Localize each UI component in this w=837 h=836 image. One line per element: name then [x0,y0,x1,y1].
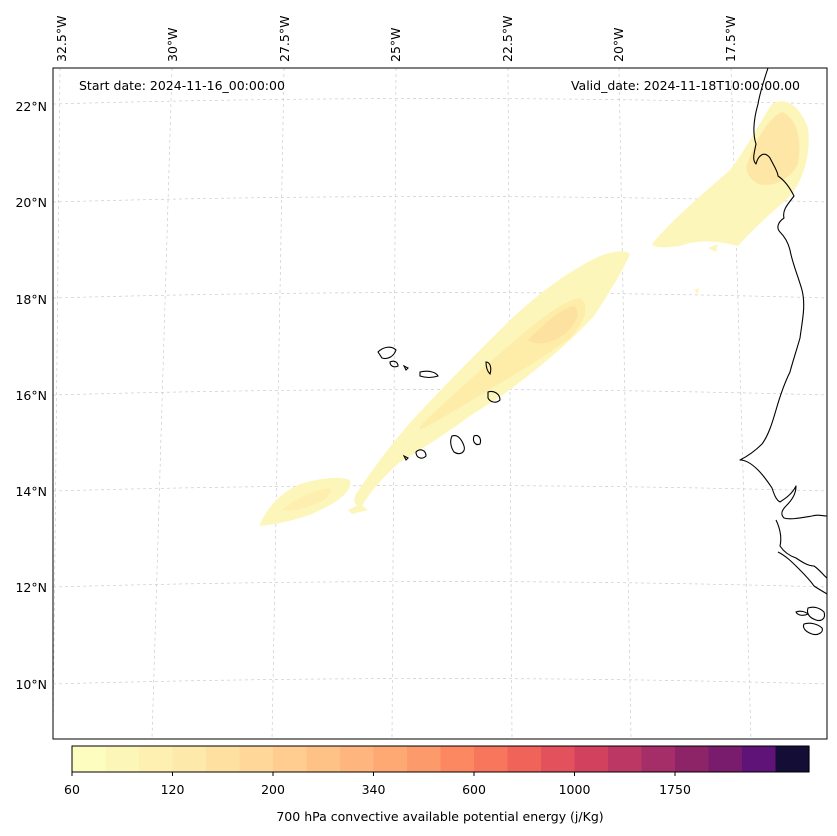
colorbar-swatches [72,746,810,772]
start-date-label: Start date: 2024-11-16_00:00:00 [79,78,285,93]
cape-core-southwest [282,488,331,511]
island-sao-vicente [389,360,399,368]
colorbar-swatch [239,746,274,772]
colorbar-swatch [574,746,609,772]
colorbar-swatch [172,746,207,772]
coastline-islands [802,622,823,636]
colorbar-swatch [72,746,107,772]
cape-speck [348,504,368,514]
colorbar-swatch [608,746,643,772]
cape-verde-islands [377,346,501,461]
lon-label: 30°W [165,27,180,62]
coastlines [739,68,827,636]
colorbar: 60 120 200 340 600 1000 1750 700 hPa convectiv… [64,745,810,824]
colorbar-swatch [139,746,174,772]
colorbar-tick-label: 340 [362,782,386,797]
lat-label: 20°N [15,195,47,210]
colorbar-tick-label: 1000 [559,782,591,797]
cape-core-north [746,112,800,186]
lat-labels: 22°N 20°N 18°N 16°N 14°N 12°N 10°N [15,99,47,692]
colorbar-swatch [273,746,308,772]
island-santo-antao [377,346,397,360]
lon-label: 32.5°W [54,16,69,62]
lat-label: 22°N [15,99,47,114]
colorbar-swatch [440,746,475,772]
coastline-guinea [777,551,827,595]
colorbar-frame [71,745,810,773]
island-sal [485,361,492,376]
colorbar-tick-label: 120 [161,782,185,797]
coastline-islands [795,610,809,616]
cape-speck [708,244,718,252]
colorbar-swatch [407,746,442,772]
colorbar-swatch [775,746,810,772]
lon-label: 22.5°W [500,16,515,62]
cape-field [260,101,809,526]
colorbar-swatch [641,746,676,772]
colorbar-ticks: 60 120 200 340 600 1000 1750 [64,772,691,797]
cape-max-main [528,306,578,344]
lat-label: 16°N [15,388,47,403]
colorbar-swatch [675,746,710,772]
colorbar-swatch [373,746,408,772]
graticule [53,68,827,739]
island-fogo [415,449,427,459]
colorbar-swatch [742,746,777,772]
island-santa-luzia [402,364,409,371]
coastline-guinea-bissau [775,519,827,579]
colorbar-swatch [474,746,509,772]
lat-label: 18°N [15,292,47,307]
lon-label: 25°W [388,27,403,62]
lon-label: 27.5°W [277,16,292,62]
colorbar-swatch [105,746,140,772]
island-sao-nicolau [419,370,439,379]
cape-speck [694,288,699,294]
lat-label: 12°N [15,580,47,595]
coastline-islands [806,606,826,622]
lat-label: 14°N [15,484,47,499]
colorbar-swatch [708,746,743,772]
map-frame [52,67,828,740]
lon-label: 17.5°W [723,16,738,62]
coastline-africa [739,68,827,520]
colorbar-tick-label: 600 [462,782,486,797]
valid-date-label: Valid_date: 2024-11-18T10:00:00.00 [571,78,800,93]
island-santiago [450,435,465,455]
colorbar-swatch [206,746,241,772]
lon-labels: 32.5°W 30°W 27.5°W 25°W 22.5°W 20°W 17.5… [54,16,738,62]
colorbar-swatch [541,746,576,772]
colorbar-tick-label: 200 [261,782,285,797]
island-maio [472,434,482,446]
colorbar-swatch [306,746,341,772]
island-boa-vista [487,390,501,403]
island-brava [402,454,409,461]
colorbar-tick-label: 1750 [659,782,691,797]
lat-label: 10°N [15,677,47,692]
colorbar-swatch [340,746,375,772]
colorbar-title: 700 hPa convective available potential e… [276,809,603,824]
colorbar-swatch [507,746,542,772]
colorbar-tick-label: 60 [64,782,80,797]
lon-label: 20°W [611,27,626,62]
